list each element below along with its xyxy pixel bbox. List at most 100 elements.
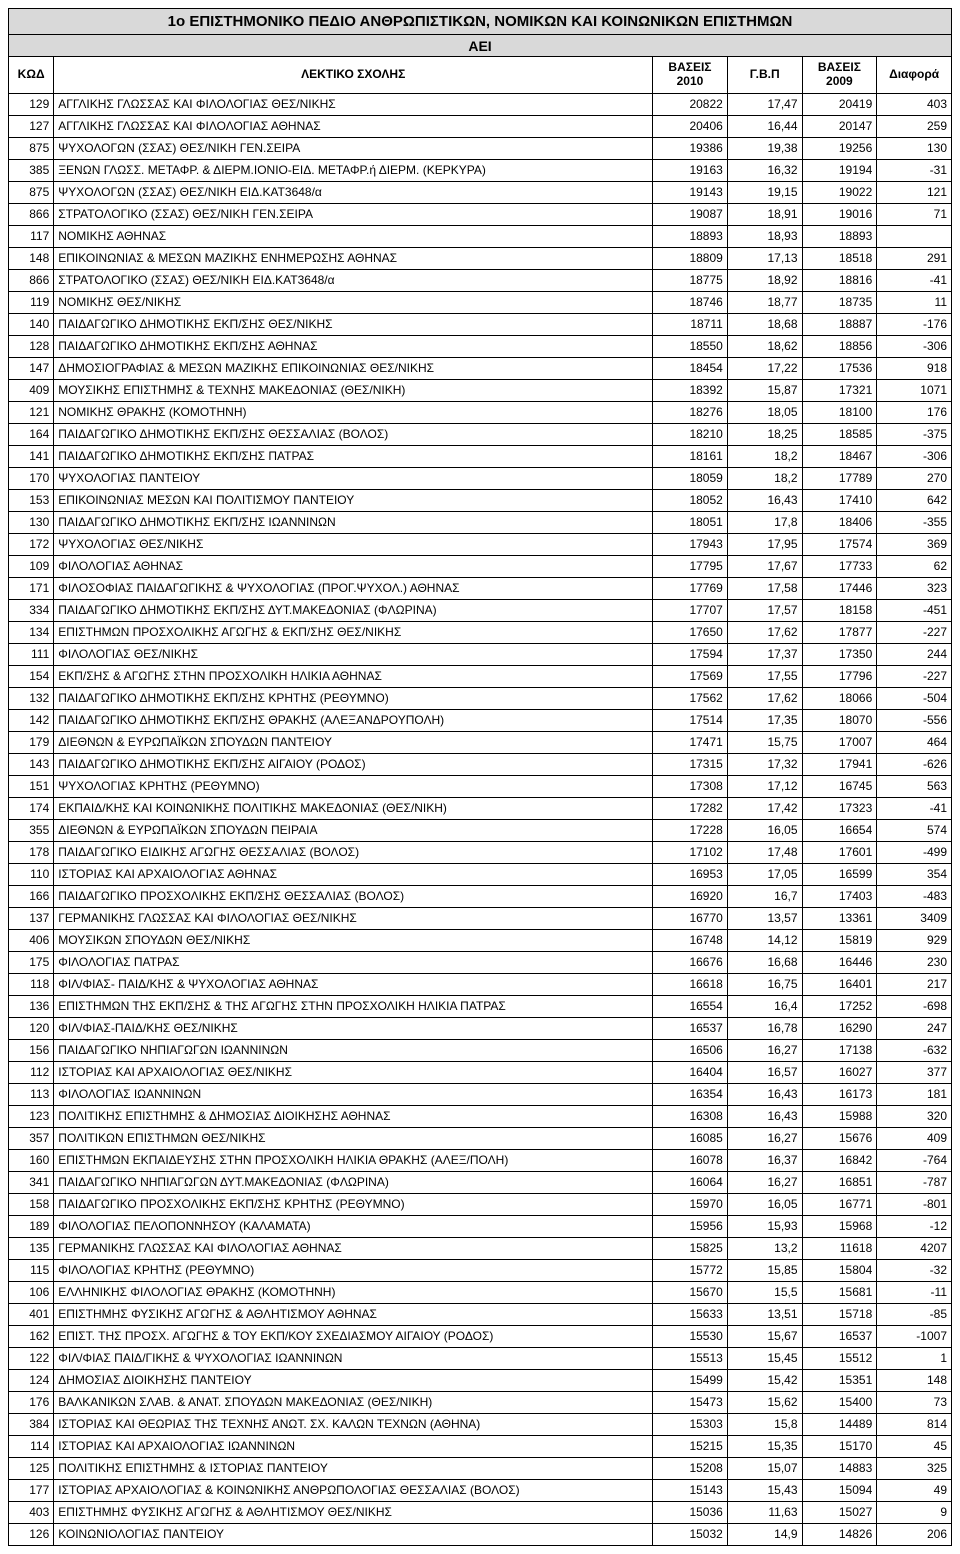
cell-gbp: 16,43 — [727, 489, 802, 511]
cell-b2009: 17321 — [802, 379, 877, 401]
cell-kod: 118 — [9, 973, 54, 995]
cell-b2009: 15968 — [802, 1215, 877, 1237]
table-row: 174ΕΚΠΑΙΔ/ΚΗΣ ΚΑΙ ΚΟΙΝΩΝΙΚΗΣ ΠΟΛΙΤΙΚΗΣ Μ… — [9, 797, 952, 819]
cell-diff: -632 — [877, 1039, 952, 1061]
cell-diff: 217 — [877, 973, 952, 995]
table-row: 148ΕΠΙΚΟΙΝΩΝΙΑΣ & ΜΕΣΩΝ ΜΑΖΙΚΗΣ ΕΝΗΜΕΡΩΣ… — [9, 247, 952, 269]
cell-b2009: 14883 — [802, 1457, 877, 1479]
cell-gbp: 13,57 — [727, 907, 802, 929]
cell-kod: 875 — [9, 181, 54, 203]
cell-name: ΜΟΥΣΙΚΩΝ ΣΠΟΥΔΩΝ ΘΕΣ/ΝΙΚΗΣ — [54, 929, 653, 951]
cell-b2010: 19386 — [653, 137, 728, 159]
cell-kod: 158 — [9, 1193, 54, 1215]
table-row: 115ΦΙΛΟΛΟΓΙΑΣ ΚΡΗΤΗΣ (ΡΕΘΥΜΝΟ)1577215,85… — [9, 1259, 952, 1281]
cell-b2009: 16851 — [802, 1171, 877, 1193]
cell-gbp: 17,55 — [727, 665, 802, 687]
cell-kod: 406 — [9, 929, 54, 951]
cell-diff: 181 — [877, 1083, 952, 1105]
cell-name: ΦΙΛ/ΦΙΑΣ- ΠΑΙΔ/ΚΗΣ & ΨΥΧΟΛΟΓΙΑΣ ΑΘΗΝΑΣ — [54, 973, 653, 995]
cell-diff: -556 — [877, 709, 952, 731]
cell-diff — [877, 225, 952, 247]
grades-table: 1ο ΕΠΙΣΤΗΜΟΝΙΚΟ ΠΕΔΙΟ ΑΝΘΡΩΠΙΣΤΙΚΩΝ, ΝΟΜ… — [8, 8, 952, 1546]
cell-b2010: 17315 — [653, 753, 728, 775]
cell-gbp: 16,27 — [727, 1171, 802, 1193]
cell-name: ΔΙΕΘΝΩΝ & ΕΥΡΩΠΑΪΚΩΝ ΣΠΟΥΔΩΝ ΠΕΙΡΑΙΑ — [54, 819, 653, 841]
cell-diff: -176 — [877, 313, 952, 335]
cell-b2010: 16748 — [653, 929, 728, 951]
cell-kod: 109 — [9, 555, 54, 577]
cell-kod: 127 — [9, 115, 54, 137]
cell-diff: 369 — [877, 533, 952, 555]
cell-diff: 325 — [877, 1457, 952, 1479]
cell-b2010: 15473 — [653, 1391, 728, 1413]
cell-name: ΙΣΤΟΡΙΑΣ ΚΑΙ ΘΕΩΡΙΑΣ ΤΗΣ ΤΕΧΝΗΣ ΑΝΩΤ. ΣΧ… — [54, 1413, 653, 1435]
cell-b2009: 18887 — [802, 313, 877, 335]
cell-diff: -375 — [877, 423, 952, 445]
cell-b2010: 18059 — [653, 467, 728, 489]
header-row: ΚΩΔ ΛΕΚΤΙΚΟ ΣΧΟΛΗΣ ΒΑΣΕΙΣ 2010 Γ.Β.Π ΒΑΣ… — [9, 57, 952, 94]
table-row: 357ΠΟΛΙΤΙΚΩΝ ΕΠΙΣΤΗΜΩΝ ΘΕΣ/ΝΙΚΗΣ1608516,… — [9, 1127, 952, 1149]
cell-kod: 175 — [9, 951, 54, 973]
cell-b2009: 17733 — [802, 555, 877, 577]
cell-gbp: 18,91 — [727, 203, 802, 225]
cell-diff: -227 — [877, 665, 952, 687]
cell-b2010: 19087 — [653, 203, 728, 225]
table-row: 113ΦΙΛΟΛΟΓΙΑΣ ΙΩΑΝΝΙΝΩΝ1635416,431617318… — [9, 1083, 952, 1105]
cell-name: ΙΣΤΟΡΙΑΣ ΚΑΙ ΑΡΧΑΙΟΛΟΓΙΑΣ ΘΕΣ/ΝΙΚΗΣ — [54, 1061, 653, 1083]
cell-b2010: 18746 — [653, 291, 728, 313]
cell-diff: -764 — [877, 1149, 952, 1171]
cell-b2010: 16618 — [653, 973, 728, 995]
cell-b2009: 13361 — [802, 907, 877, 929]
cell-gbp: 18,77 — [727, 291, 802, 313]
cell-b2009: 17007 — [802, 731, 877, 753]
cell-name: ΠΑΙΔΑΓΩΓΙΚΟ ΕΙΔΙΚΗΣ ΑΓΩΓΗΣ ΘΕΣΣΑΛΙΑΣ (ΒΟ… — [54, 841, 653, 863]
table-row: 141ΠΑΙΔΑΓΩΓΙΚΟ ΔΗΜΟΤΙΚΗΣ ΕΚΠ/ΣΗΣ ΠΑΤΡΑΣ1… — [9, 445, 952, 467]
cell-b2009: 16745 — [802, 775, 877, 797]
cell-gbp: 17,22 — [727, 357, 802, 379]
cell-kod: 136 — [9, 995, 54, 1017]
cell-kod: 166 — [9, 885, 54, 907]
cell-kod: 142 — [9, 709, 54, 731]
cell-name: ΦΙΛΟΛΟΓΙΑΣ ΑΘΗΝΑΣ — [54, 555, 653, 577]
cell-kod: 403 — [9, 1501, 54, 1523]
cell-kod: 160 — [9, 1149, 54, 1171]
subtitle-row: ΑΕΙ — [9, 35, 952, 57]
cell-kod: 141 — [9, 445, 54, 467]
cell-diff: 9 — [877, 1501, 952, 1523]
col-header-kod: ΚΩΔ — [9, 57, 54, 94]
table-row: 172ΨΥΧΟΛΟΓΙΑΣ ΘΕΣ/ΝΙΚΗΣ1794317,951757436… — [9, 533, 952, 555]
cell-b2009: 17796 — [802, 665, 877, 687]
cell-kod: 113 — [9, 1083, 54, 1105]
cell-diff: 464 — [877, 731, 952, 753]
cell-b2009: 16599 — [802, 863, 877, 885]
cell-name: ΓΕΡΜΑΝΙΚΗΣ ΓΛΩΣΣΑΣ ΚΑΙ ΦΙΛΟΛΟΓΙΑΣ ΑΘΗΝΑΣ — [54, 1237, 653, 1259]
cell-name: ΨΥΧΟΛΟΓΙΑΣ ΚΡΗΤΗΣ (ΡΕΘΥΜΝΟ) — [54, 775, 653, 797]
cell-kod: 341 — [9, 1171, 54, 1193]
cell-b2010: 18454 — [653, 357, 728, 379]
cell-diff: 244 — [877, 643, 952, 665]
cell-kod: 401 — [9, 1303, 54, 1325]
cell-diff: 918 — [877, 357, 952, 379]
cell-b2009: 18467 — [802, 445, 877, 467]
cell-b2010: 15825 — [653, 1237, 728, 1259]
cell-b2009: 14826 — [802, 1523, 877, 1545]
cell-b2009: 15351 — [802, 1369, 877, 1391]
cell-name: ΜΟΥΣΙΚΗΣ ΕΠΙΣΤΗΜΗΣ & ΤΕΧΝΗΣ ΜΑΚΕΔΟΝΙΑΣ (… — [54, 379, 653, 401]
cell-b2010: 16308 — [653, 1105, 728, 1127]
cell-gbp: 17,58 — [727, 577, 802, 599]
cell-b2010: 17707 — [653, 599, 728, 621]
cell-b2010: 16554 — [653, 995, 728, 1017]
cell-name: ΦΙΛ/ΦΙΑΣ-ΠΑΙΔ/ΚΗΣ ΘΕΣ/ΝΙΚΗΣ — [54, 1017, 653, 1039]
cell-diff: -801 — [877, 1193, 952, 1215]
cell-b2009: 17138 — [802, 1039, 877, 1061]
cell-b2009: 19022 — [802, 181, 877, 203]
cell-b2010: 16506 — [653, 1039, 728, 1061]
cell-gbp: 17,8 — [727, 511, 802, 533]
cell-b2009: 17410 — [802, 489, 877, 511]
cell-b2009: 17403 — [802, 885, 877, 907]
cell-b2009: 18158 — [802, 599, 877, 621]
cell-diff: 247 — [877, 1017, 952, 1039]
cell-b2009: 15676 — [802, 1127, 877, 1149]
cell-b2009: 20147 — [802, 115, 877, 137]
cell-b2010: 17569 — [653, 665, 728, 687]
